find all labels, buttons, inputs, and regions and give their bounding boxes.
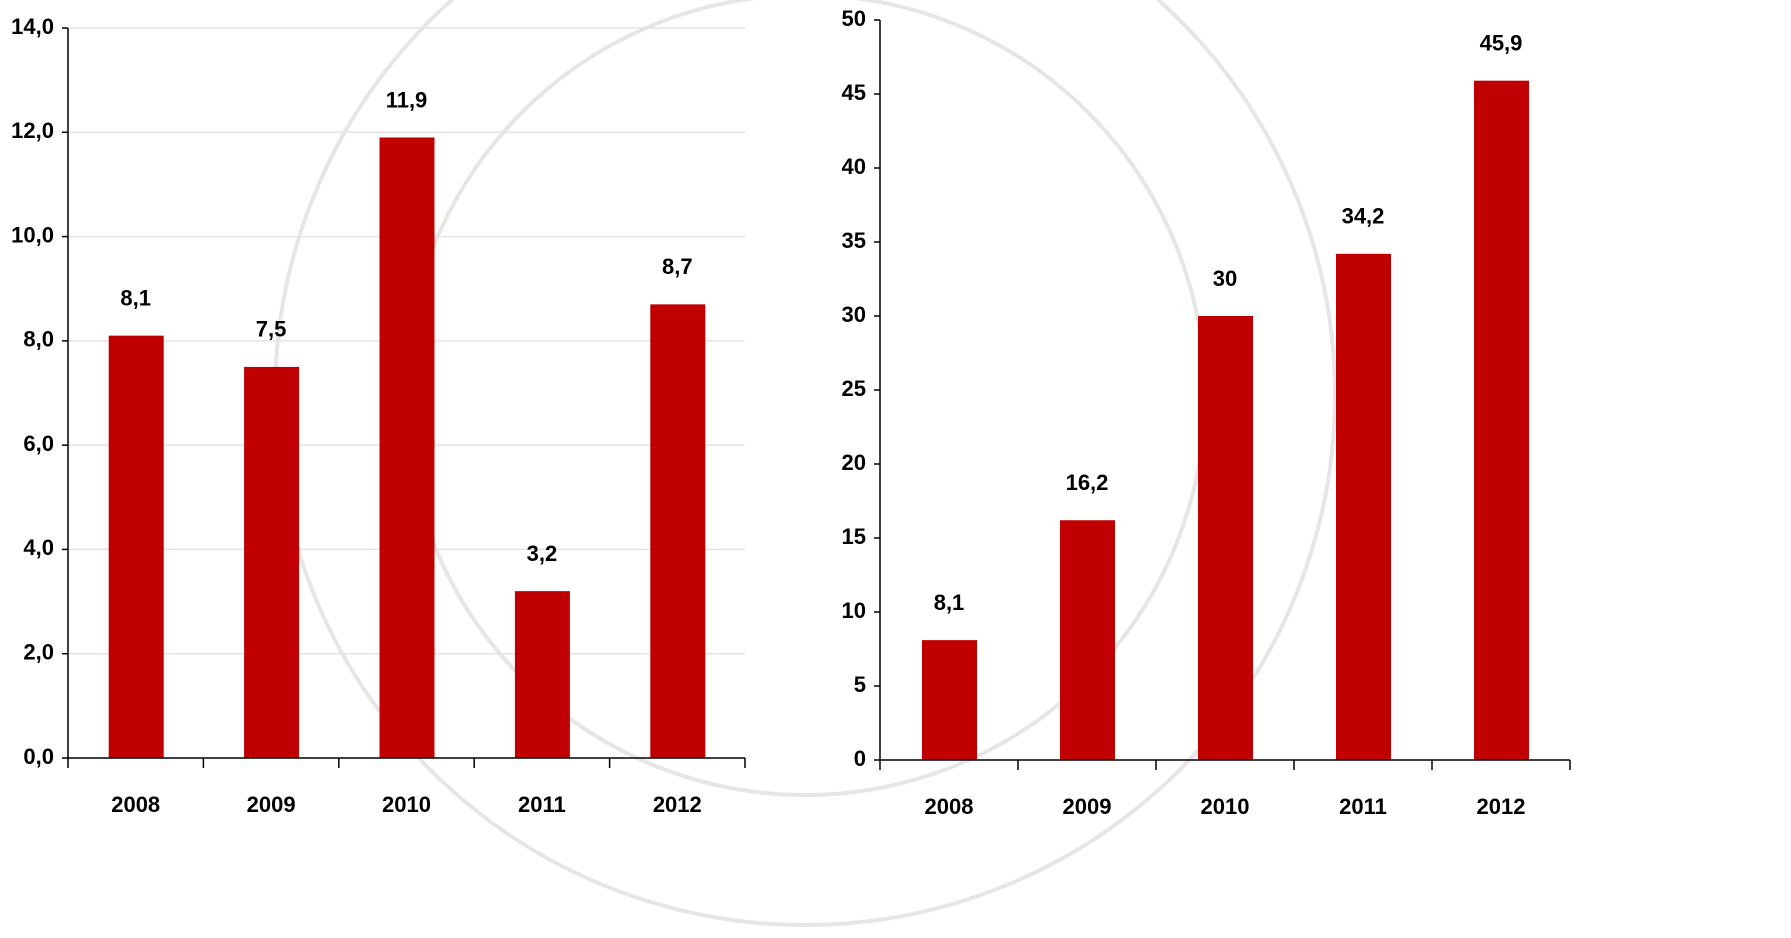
y-tick-label: 5 bbox=[854, 672, 866, 697]
y-tick-label: 45 bbox=[842, 80, 866, 105]
bar bbox=[922, 640, 977, 760]
y-tick-label: 15 bbox=[842, 524, 866, 549]
value-label: 8,7 bbox=[662, 254, 693, 279]
y-tick-label: 0 bbox=[854, 746, 866, 771]
y-tick-label: 20 bbox=[842, 450, 866, 475]
x-tick-label: 2011 bbox=[1339, 794, 1387, 819]
x-tick-label: 2008 bbox=[925, 794, 974, 819]
value-label: 7,5 bbox=[256, 317, 287, 342]
y-tick-label: 8,0 bbox=[23, 327, 54, 352]
value-label: 8,1 bbox=[934, 590, 965, 615]
y-tick-label: 10 bbox=[842, 598, 866, 623]
bar bbox=[1336, 253, 1391, 760]
y-tick-label: 6,0 bbox=[23, 431, 54, 456]
bar bbox=[1198, 316, 1253, 760]
y-tick-label: 50 bbox=[842, 6, 866, 31]
y-tick-label: 14,0 bbox=[11, 14, 54, 39]
y-tick-label: 10,0 bbox=[11, 222, 54, 247]
bar bbox=[108, 335, 164, 758]
x-tick-label: 2010 bbox=[382, 792, 431, 817]
x-tick-label: 2009 bbox=[247, 792, 296, 817]
bar bbox=[650, 304, 706, 758]
x-tick-label: 2012 bbox=[653, 792, 702, 817]
y-tick-label: 40 bbox=[842, 154, 866, 179]
y-tick-label: 4,0 bbox=[23, 535, 54, 560]
value-label: 34,2 bbox=[1342, 204, 1385, 229]
bar bbox=[1060, 520, 1115, 760]
bar bbox=[514, 591, 570, 758]
y-tick-label: 30 bbox=[842, 302, 866, 327]
bar bbox=[1474, 80, 1529, 761]
x-tick-label: 2012 bbox=[1477, 794, 1526, 819]
y-tick-label: 25 bbox=[842, 376, 866, 401]
value-label: 45,9 bbox=[1480, 30, 1523, 55]
value-label: 30 bbox=[1213, 266, 1237, 291]
x-tick-label: 2010 bbox=[1201, 794, 1250, 819]
x-tick-label: 2008 bbox=[111, 792, 160, 817]
bar bbox=[244, 366, 300, 758]
x-tick-label: 2011 bbox=[518, 792, 566, 817]
value-label: 11,9 bbox=[386, 87, 428, 112]
value-label: 16,2 bbox=[1066, 470, 1109, 495]
x-tick-label: 2009 bbox=[1063, 794, 1112, 819]
value-label: 8,1 bbox=[120, 285, 151, 310]
value-label: 3,2 bbox=[527, 541, 558, 566]
y-tick-label: 35 bbox=[842, 228, 866, 253]
y-tick-label: 12,0 bbox=[11, 118, 54, 143]
bar bbox=[379, 137, 435, 758]
y-tick-label: 0,0 bbox=[23, 744, 54, 769]
y-tick-label: 2,0 bbox=[23, 640, 54, 665]
